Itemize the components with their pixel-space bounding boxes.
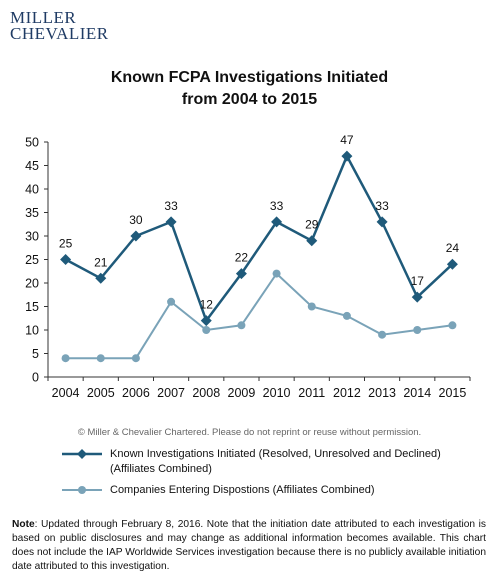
y-tick-label: 35 [25,206,39,220]
data-point-circle [307,302,316,311]
data-label: 25 [59,237,73,251]
data-point-diamond [306,235,318,247]
data-point-circle [61,354,70,363]
legend-swatch-diamond-line [62,449,102,459]
footnote-text: : Updated through February 8, 2016. Note… [12,519,486,572]
data-point-diamond [200,315,212,327]
legend-item-investigations: Known Investigations Initiated (Resolved… [62,447,499,477]
x-tick-label: 2009 [228,386,256,400]
data-point-circle [202,326,211,334]
footnote: Note: Updated through February 8, 2016. … [12,518,486,574]
data-point-circle [272,269,281,278]
legend-swatch-circle-line [62,486,102,494]
y-tick-label: 30 [25,230,39,244]
x-tick-label: 2005 [87,386,115,400]
x-tick-label: 2007 [157,386,185,400]
data-label: 30 [129,213,143,227]
y-tick-label: 45 [25,159,39,173]
y-tick-label: 40 [25,183,39,197]
data-label: 22 [235,251,249,265]
chart-title-line-2: from 2004 to 2015 [181,91,318,108]
x-tick-label: 2006 [122,386,150,400]
legend-item-dispositions: Companies Entering Dispostions (Affiliat… [62,483,499,498]
x-tick-label: 2004 [52,386,80,400]
data-point-diamond [341,150,353,162]
y-tick-label: 25 [25,253,39,267]
x-tick-label: 2015 [439,386,467,400]
data-label: 12 [200,298,214,312]
series-line-1 [64,153,454,324]
data-label: 33 [270,199,284,213]
x-tick-label: 2013 [368,386,396,400]
data-point-circle [96,354,105,363]
data-point-circle [413,326,422,334]
y-tick-label: 50 [25,136,39,150]
y-tick-label: 0 [32,371,39,385]
data-label: 21 [94,255,108,269]
y-tick-label: 10 [25,324,39,338]
data-point-circle [237,321,246,330]
data-label: 17 [411,274,425,288]
data-label: 33 [164,199,178,213]
x-tick-label: 2011 [298,386,325,400]
footnote-label: Note [12,519,35,530]
chart-legend: Known Investigations Initiated (Resolved… [62,447,499,504]
legend-label-1b: (Affiliates Combined) [110,463,212,475]
brand-logo: MILLER CHEVALIER [10,8,109,43]
x-tick-label: 2010 [263,386,291,400]
data-point-diamond [130,230,142,242]
data-point-diamond [411,291,423,303]
data-point-diamond [235,268,247,280]
data-point-diamond [165,216,177,228]
copyright-notice: © Miller & Chevalier Chartered. Please d… [77,427,422,438]
data-point-diamond [95,272,107,284]
data-label: 33 [375,199,389,213]
chart-title: Known FCPA Investigations Initiated from… [0,67,499,111]
data-point-diamond [60,254,72,265]
y-tick-label: 15 [25,300,39,314]
data-point-diamond [446,258,458,270]
x-tick-label: 2008 [192,386,220,400]
series-line-2 [65,272,453,360]
x-tick-label: 2012 [333,386,361,400]
y-tick-label: 5 [32,347,39,361]
data-point-circle [448,321,457,330]
brand-line-2: CHEVALIER [10,24,109,43]
data-label: 47 [340,133,354,147]
data-point-circle [342,311,351,320]
data-point-circle [131,354,140,363]
data-point-circle [378,330,387,339]
data-point-diamond [376,216,388,228]
x-tick-label: 2014 [403,386,431,400]
data-point-circle [167,297,176,306]
chart-title-line-1: Known FCPA Investigations Initiated [110,69,389,86]
legend-label-1a: Known Investigations Initiated (Resolved… [110,448,441,460]
y-tick-label: 20 [25,277,39,291]
data-label: 24 [446,241,460,255]
brand-line-1: MILLER [10,8,77,27]
legend-label-2: Companies Entering Dispostions (Affiliat… [110,484,375,496]
data-point-diamond [271,216,283,228]
data-label: 29 [305,218,319,232]
